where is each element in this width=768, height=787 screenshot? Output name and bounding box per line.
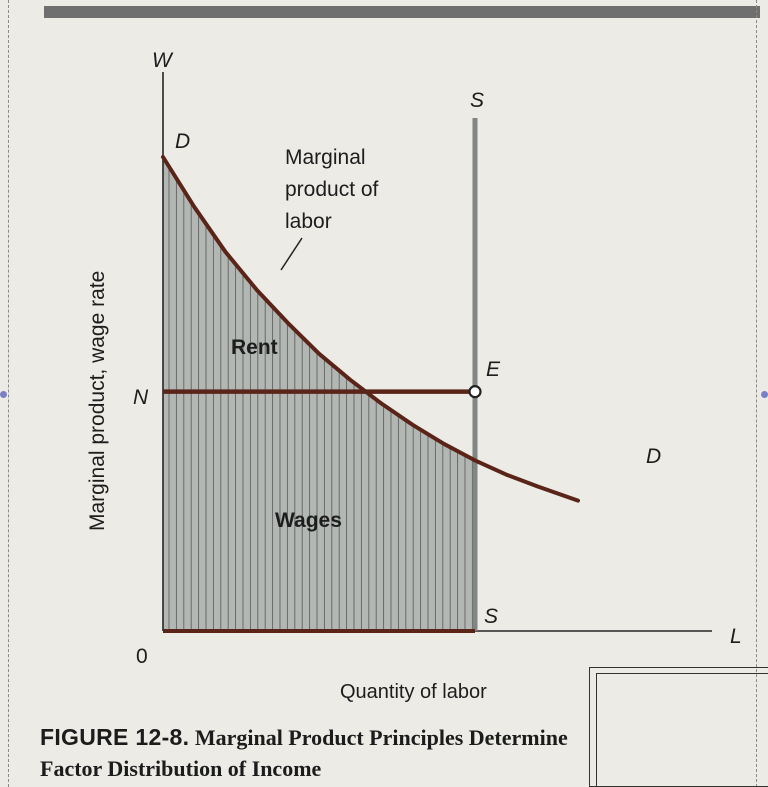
equilibrium-point (468, 385, 482, 399)
curve-label-start: D (175, 130, 190, 153)
annotation-leader (280, 237, 303, 271)
supply-label-top: S (470, 89, 484, 112)
figure-caption: FIGURE 12-8. Marginal Product Principles… (40, 722, 760, 784)
y-axis-label: Marginal product, wage rate (86, 271, 109, 531)
curve-annotation-line: Marginal (285, 146, 366, 169)
y-axis-letter: W (152, 49, 174, 72)
curve-annotation-line: product of (285, 178, 379, 201)
resize-handle-right[interactable] (761, 391, 768, 398)
origin-label: 0 (136, 645, 148, 668)
curve-label-end: D (646, 445, 661, 468)
region-label-rent: Rent (231, 336, 278, 359)
curve-annotation-line: labor (285, 210, 332, 233)
wage-level-label: N (133, 386, 149, 409)
frame-right-border (756, 0, 757, 787)
shaded-region (163, 157, 475, 631)
equilibrium-label: E (486, 358, 501, 381)
x-axis-letter: L (730, 625, 742, 648)
top-bar (44, 6, 760, 18)
supply-label-bottom: S (484, 605, 498, 628)
x-axis-label: Quantity of labor (340, 681, 487, 703)
figure-number: FIGURE 12-8. (40, 724, 190, 750)
resize-handle-left[interactable] (0, 391, 7, 398)
frame-left-border (8, 0, 9, 787)
region-label-wages: Wages (275, 509, 342, 532)
figure-title-line1: Marginal Product Principles Determine (194, 725, 568, 750)
figure-title-line2: Factor Distribution of Income (40, 756, 322, 781)
marginal-product-curve (161, 155, 580, 503)
